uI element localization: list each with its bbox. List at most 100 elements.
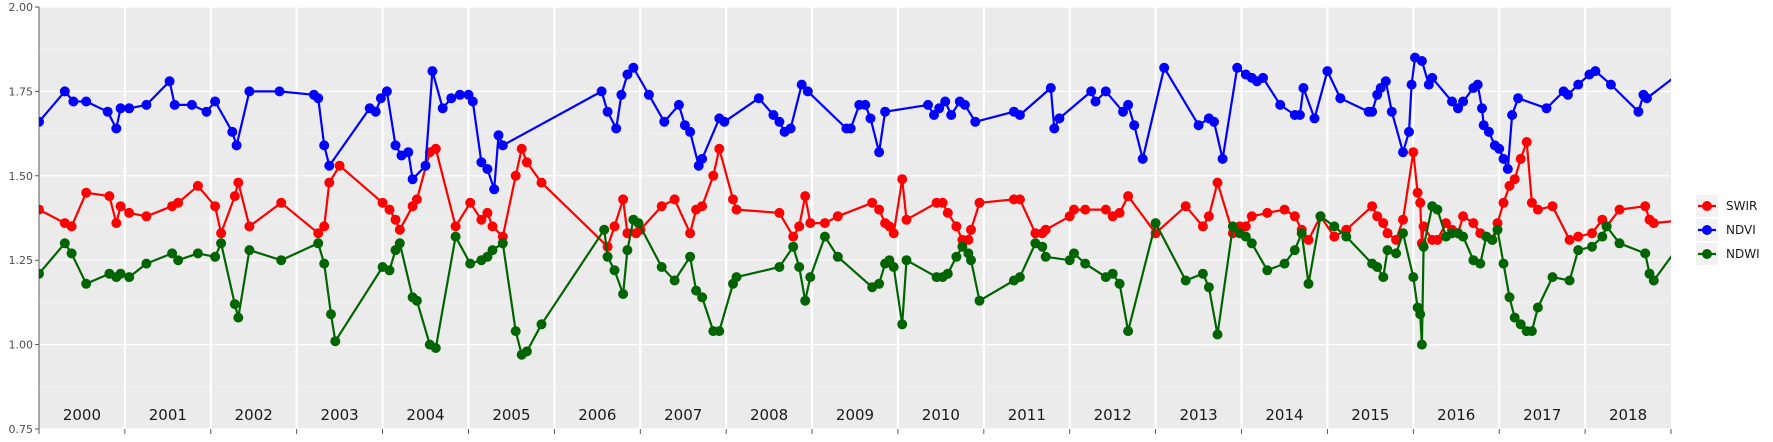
- data-point-swir: [229, 191, 240, 202]
- data-point-ndwi: [1640, 248, 1651, 259]
- data-point-ndvi: [1309, 113, 1320, 124]
- data-point-swir: [394, 224, 405, 235]
- data-point-ndvi: [420, 160, 431, 171]
- data-point-ndwi: [805, 272, 816, 283]
- data-point-ndwi: [622, 245, 633, 256]
- data-point-ndvi: [59, 86, 70, 97]
- legend-label: SWIR: [1726, 199, 1757, 213]
- data-point-swir: [1372, 211, 1383, 222]
- data-point-ndwi: [1180, 275, 1191, 286]
- data-point-ndwi: [691, 285, 702, 296]
- data-point-swir: [800, 191, 811, 202]
- data-point-ndwi: [951, 251, 962, 262]
- data-point-swir: [1289, 211, 1300, 222]
- data-point-swir: [104, 191, 115, 202]
- y-tick-label: 1.00: [9, 339, 34, 352]
- data-point-ndvi: [1258, 72, 1268, 83]
- data-point-swir: [1197, 221, 1208, 232]
- data-point-swir: [111, 218, 122, 229]
- data-point-ndwi: [1398, 228, 1408, 239]
- data-point-ndvi: [446, 93, 457, 104]
- data-point-swir: [1069, 204, 1079, 215]
- data-point-ndwi: [1509, 312, 1520, 323]
- data-point-ndvi: [313, 93, 324, 104]
- data-point-ndvi: [274, 86, 285, 97]
- data-point-swir: [656, 201, 667, 212]
- data-point-swir: [510, 170, 521, 181]
- data-point-swir: [66, 221, 77, 232]
- data-point-swir: [450, 221, 461, 232]
- data-point-swir: [937, 197, 948, 208]
- data-point-ndvi: [1702, 97, 1712, 107]
- data-point-swir: [124, 207, 135, 218]
- data-point-swir: [714, 143, 725, 154]
- data-point-ndwi: [697, 292, 708, 303]
- data-point-ndwi: [124, 272, 135, 283]
- data-point-swir: [516, 143, 527, 154]
- data-point-swir: [1683, 215, 1693, 225]
- data-point-ndvi: [1458, 96, 1469, 107]
- data-point-swir: [942, 207, 953, 218]
- data-point-ndwi: [536, 319, 547, 330]
- data-point-swir: [897, 174, 908, 185]
- data-point-ndwi: [319, 258, 330, 269]
- year-label: 2007: [664, 406, 702, 424]
- data-point-ndwi: [1315, 211, 1326, 222]
- data-point-ndvi: [324, 160, 335, 171]
- data-point-swir: [805, 218, 816, 229]
- data-point-swir: [697, 201, 708, 212]
- year-labels: 2000 2001 2002 2003 2004 2005 2006 2007 2008 2009…: [63, 406, 1647, 424]
- data-point-ndvi: [1472, 79, 1483, 90]
- data-point-ndwi: [1475, 258, 1486, 269]
- data-point-ndwi: [888, 262, 899, 272]
- data-point-ndwi: [384, 265, 395, 276]
- data-point-swir: [1587, 228, 1597, 239]
- data-point-ndvi: [616, 89, 627, 100]
- data-point-ndvi: [497, 140, 508, 151]
- data-point-swir: [1100, 204, 1111, 215]
- data-point-swir: [1212, 177, 1223, 188]
- data-point-ndwi: [669, 275, 680, 286]
- data-point-ndvi: [768, 110, 779, 120]
- data-point-ndvi: [141, 99, 152, 110]
- data-point-ndwi: [521, 346, 532, 357]
- data-point-swir: [1408, 147, 1419, 158]
- data-point-swir: [1303, 234, 1314, 245]
- data-point-ndwi: [394, 238, 405, 249]
- series-layer: [39, 52, 1712, 360]
- data-point-ndvi: [1298, 83, 1309, 93]
- data-point-swir: [390, 214, 401, 225]
- data-point-swir: [1526, 197, 1537, 208]
- series-ndvi: [39, 52, 1712, 195]
- data-point-ndvi: [802, 86, 813, 97]
- data-point-ndwi: [1614, 238, 1625, 249]
- data-point-ndwi: [192, 248, 203, 259]
- data-point-ndvi: [124, 103, 135, 114]
- data-point-ndwi: [901, 255, 912, 266]
- data-point-ndvi: [880, 106, 891, 117]
- data-point-swir: [1547, 201, 1558, 212]
- data-point-ndvi: [774, 116, 785, 127]
- data-point-ndvi: [1137, 153, 1148, 164]
- data-point-ndwi: [1515, 319, 1526, 330]
- data-point-ndvi: [81, 96, 92, 107]
- data-point-ndvi: [210, 96, 221, 107]
- data-point-ndvi: [493, 130, 504, 141]
- year-label: 2016: [1437, 406, 1475, 424]
- data-point-ndwi: [897, 319, 908, 330]
- data-point-ndwi: [326, 309, 336, 320]
- data-point-ndwi: [685, 251, 696, 262]
- data-point-ndvi: [231, 140, 242, 151]
- data-point-swir: [1329, 231, 1340, 242]
- y-ticks: 0.75 1.00 1.25 1.50 1.75 2.00: [9, 1, 39, 436]
- data-point-ndvi: [1335, 93, 1346, 104]
- data-point-ndwi: [313, 238, 324, 249]
- data-point-ndvi: [1513, 93, 1524, 104]
- data-point-swir: [1468, 218, 1479, 229]
- data-point-ndvi: [111, 123, 122, 134]
- legend-key-point: [1702, 249, 1712, 259]
- data-point-ndwi: [714, 326, 725, 337]
- data-point-ndwi: [497, 238, 508, 249]
- data-point-swir: [377, 197, 388, 208]
